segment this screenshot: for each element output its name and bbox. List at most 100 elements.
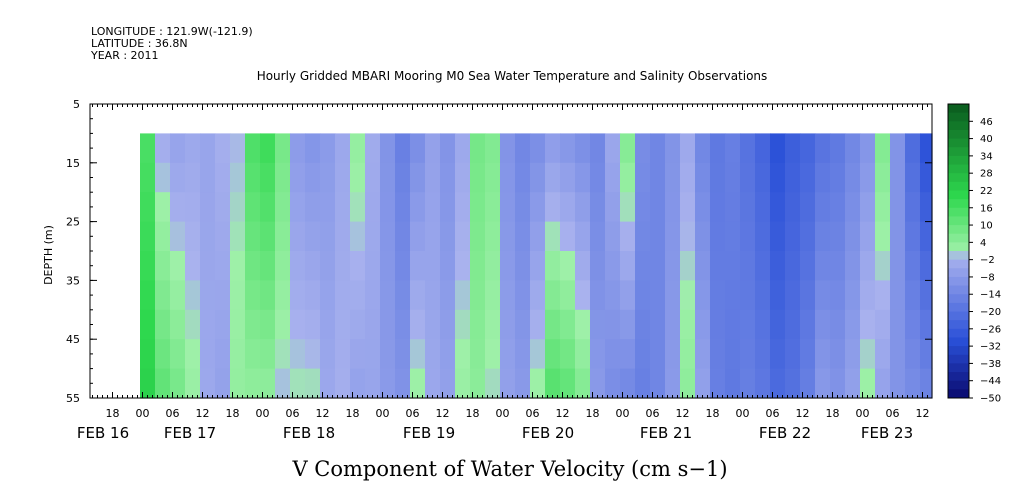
heatmap-cell bbox=[605, 162, 621, 193]
heatmap-cell bbox=[920, 339, 933, 370]
heatmap-cell bbox=[650, 133, 666, 164]
heatmap-cell bbox=[470, 368, 486, 399]
heatmap-cell bbox=[665, 221, 681, 252]
heatmap-cell bbox=[335, 133, 351, 164]
heatmap-cell bbox=[530, 221, 546, 252]
heatmap-cell bbox=[665, 309, 681, 340]
heatmap-cell bbox=[200, 251, 216, 281]
heatmap-cell bbox=[410, 221, 426, 252]
heatmap-cell bbox=[515, 368, 531, 399]
colorbar-tick-label: −38 bbox=[980, 359, 1001, 370]
x-tick-label: 12 bbox=[916, 407, 930, 420]
heatmap-cell bbox=[530, 309, 546, 340]
heatmap-cell bbox=[560, 309, 576, 340]
heatmap-cell bbox=[230, 133, 246, 164]
heatmap-cell bbox=[350, 368, 366, 399]
x-date-label: FEB 23 bbox=[861, 424, 913, 442]
colorbar-segment bbox=[948, 268, 969, 278]
heatmap-cell bbox=[740, 221, 756, 252]
heatmap-cell bbox=[515, 133, 531, 164]
heatmap-cell bbox=[740, 368, 756, 399]
heatmap-cell bbox=[830, 368, 846, 399]
heatmap-cell bbox=[920, 133, 933, 164]
heatmap-cell bbox=[485, 192, 501, 223]
heatmap-cell bbox=[740, 339, 756, 370]
heatmap-cell bbox=[755, 280, 771, 311]
heatmap-cell bbox=[725, 251, 741, 281]
heatmap-cell bbox=[275, 221, 291, 252]
heatmap-cell bbox=[245, 133, 261, 164]
heatmap-cell bbox=[215, 280, 231, 311]
x-tick-label: 12 bbox=[796, 407, 810, 420]
heatmap-cell bbox=[290, 251, 306, 281]
heatmap-cell bbox=[275, 339, 291, 370]
heatmap-cell bbox=[755, 339, 771, 370]
heatmap-cell bbox=[620, 133, 636, 164]
heatmap-cell bbox=[890, 309, 906, 340]
heatmap-cell bbox=[725, 133, 741, 164]
heatmap-cell bbox=[230, 221, 246, 252]
heatmap-cell bbox=[560, 368, 576, 399]
heatmap-cell bbox=[605, 251, 621, 281]
heatmap-cell bbox=[575, 309, 591, 340]
heatmap-cell bbox=[290, 162, 306, 193]
heatmap-cell bbox=[635, 133, 651, 164]
heatmap-cell bbox=[290, 280, 306, 311]
heatmap-cell bbox=[275, 368, 291, 399]
heatmap-cell bbox=[500, 221, 516, 252]
colorbar-tick-label: −20 bbox=[980, 307, 1001, 318]
heatmap-cell bbox=[185, 309, 201, 340]
heatmap-cell bbox=[410, 368, 426, 399]
colorbar-segment bbox=[948, 285, 969, 295]
heatmap-cell bbox=[185, 339, 201, 370]
heatmap-cell bbox=[365, 162, 381, 193]
heatmap-cell bbox=[590, 309, 606, 340]
colorbar-tick-label: −44 bbox=[980, 376, 1001, 387]
heatmap-cell bbox=[470, 221, 486, 252]
heatmap-cell bbox=[440, 339, 456, 370]
x-tick-label: 00 bbox=[256, 407, 270, 420]
heatmap-cell bbox=[845, 162, 861, 193]
heatmap-cell bbox=[260, 162, 276, 193]
heatmap-cell bbox=[890, 133, 906, 164]
heatmap-cell bbox=[320, 192, 336, 223]
y-tick-label: 55 bbox=[66, 392, 80, 405]
heatmap-cell bbox=[155, 251, 171, 281]
heatmap-cell bbox=[515, 339, 531, 370]
heatmap-cell bbox=[470, 162, 486, 193]
colorbar-segment bbox=[948, 155, 969, 166]
x-tick-label: 06 bbox=[406, 407, 420, 420]
heatmap-cell bbox=[335, 221, 351, 252]
heatmap-cell bbox=[605, 192, 621, 223]
heatmap-cell bbox=[530, 192, 546, 223]
heatmap-cell bbox=[560, 133, 576, 164]
heatmap-cell bbox=[170, 339, 186, 370]
colorbar-tick-label: −14 bbox=[980, 290, 1001, 301]
heatmap-cell bbox=[155, 339, 171, 370]
heatmap-cell bbox=[305, 192, 321, 223]
heatmap-cell bbox=[890, 192, 906, 223]
heatmap-cell bbox=[725, 339, 741, 370]
heatmap-cell bbox=[320, 251, 336, 281]
heatmap-cell bbox=[905, 192, 921, 223]
heatmap-cell bbox=[485, 339, 501, 370]
heatmap-cell bbox=[920, 221, 933, 252]
heatmap-cell bbox=[200, 309, 216, 340]
heatmap-cell bbox=[215, 133, 231, 164]
heatmap-cell bbox=[905, 133, 921, 164]
heatmap-cell bbox=[515, 192, 531, 223]
heatmap-cell bbox=[350, 162, 366, 193]
heatmap-cell bbox=[740, 192, 756, 223]
heatmap-cell bbox=[695, 192, 711, 223]
x-tick-label: 06 bbox=[766, 407, 780, 420]
heatmap-cell bbox=[500, 280, 516, 311]
colorbar-segment bbox=[948, 225, 969, 235]
heatmap-cell bbox=[395, 133, 411, 164]
heatmap-cell bbox=[515, 280, 531, 311]
heatmap-cell bbox=[860, 192, 876, 223]
heatmap-cell bbox=[845, 221, 861, 252]
colorbar: 46 40 34 28 22 16 10 4 −2 −8 −14 −20 −26 −32 −38 −44 −50 bbox=[947, 103, 1001, 405]
heatmap-cell bbox=[410, 133, 426, 164]
x-date-label: FEB 19 bbox=[403, 424, 455, 442]
